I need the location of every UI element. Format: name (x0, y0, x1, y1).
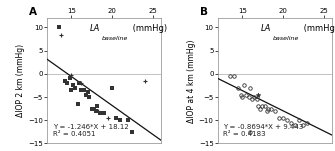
Text: baseline: baseline (272, 36, 299, 41)
Text: Y = -1.246*X + 18.12
R² = 0.4051: Y = -1.246*X + 18.12 R² = 0.4051 (53, 124, 128, 137)
Text: A: A (29, 7, 37, 17)
Text: Y = -0.8694*X + 9.443
R² = 0.4183: Y = -0.8694*X + 9.443 R² = 0.4183 (223, 124, 304, 137)
Text: LA: LA (90, 24, 100, 33)
Y-axis label: ΔIOP 2 km (mmHg): ΔIOP 2 km (mmHg) (16, 44, 25, 117)
Text: baseline: baseline (102, 36, 128, 41)
Text: (mmHg): (mmHg) (301, 24, 335, 33)
Text: (mmHg): (mmHg) (130, 24, 167, 33)
Text: LA: LA (261, 24, 271, 33)
Y-axis label: ΔIOP at 4 km (mmHg): ΔIOP at 4 km (mmHg) (187, 39, 196, 122)
Text: B: B (200, 7, 207, 17)
